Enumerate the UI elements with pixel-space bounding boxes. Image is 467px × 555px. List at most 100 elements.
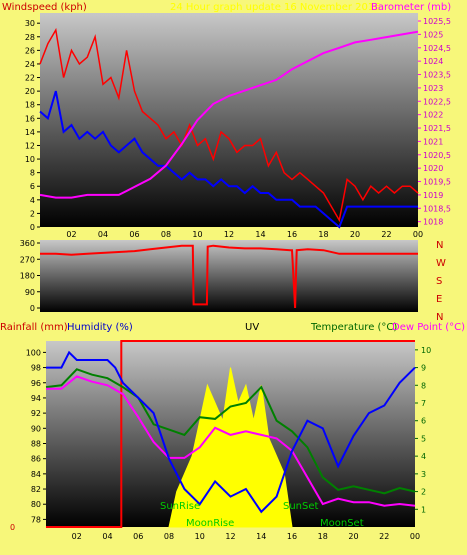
series-line-humidity [46, 350, 416, 514]
right-tick-label: 1019,5 [423, 178, 451, 187]
direction-label-n-top: N [436, 240, 443, 251]
temperature-tick-label: 5 [421, 434, 426, 443]
x-tick-label: 14 [255, 230, 265, 239]
right-tick-label: 1021,5 [423, 124, 451, 133]
humidity-axis-title: Humidity (%) [67, 322, 133, 333]
left-tick-label: 8 [30, 169, 35, 178]
temperature-tick-label: 4 [421, 452, 426, 461]
right-tick-label: 1020,5 [423, 151, 451, 160]
temperature-tick-label: 3 [421, 470, 426, 479]
x-tick-label: 04 [98, 230, 108, 239]
temperature-tick-label: 2 [421, 488, 426, 497]
humidity-tick-label: 90 [31, 424, 41, 433]
humidity-tick-label: 80 [31, 500, 41, 509]
x-tick-label: 18 [318, 532, 328, 541]
right-tick-label: 1018 [423, 218, 443, 227]
right-tick-label: 1020 [423, 164, 443, 173]
left-tick-label: 14 [25, 128, 35, 137]
dewpoint-axis-title: Dew Point (°C) [392, 322, 465, 333]
humidity-tick-label: 92 [31, 409, 41, 418]
x-tick-label: 14 [256, 532, 266, 541]
left-tick-label: 4 [30, 196, 35, 205]
moonrise-annotation: MoonRise [186, 518, 234, 529]
series-line-average [39, 90, 418, 229]
x-tick-label: 04 [102, 532, 112, 541]
right-tick-label: 1021 [423, 137, 443, 146]
right-tick-label: 1022 [423, 111, 443, 120]
temperature-tick-label: 8 [421, 381, 426, 390]
temperature-tick-label: 7 [421, 399, 426, 408]
humidity-tick-label: 98 [31, 364, 41, 373]
rainfall-axis-title: Rainfall (mm) [0, 322, 68, 333]
left-tick-label: 16 [25, 114, 35, 123]
x-tick-label: 00 [413, 230, 423, 239]
left-tick-label: 24 [25, 60, 35, 69]
humidity-tick-label: 94 [31, 394, 41, 403]
x-tick-label: 20 [348, 532, 358, 541]
series-line-barometer [39, 30, 419, 199]
temperature-tick-label: 9 [421, 364, 426, 373]
direction-label-s: S [436, 276, 442, 287]
sunrise-annotation: SunRise [160, 501, 200, 512]
x-tick-label: 22 [381, 230, 391, 239]
x-tick-label: 02 [66, 230, 76, 239]
series-line-rainfall [46, 340, 415, 528]
moonset-annotation: MoonSet [320, 518, 364, 529]
x-tick-label: 06 [133, 532, 143, 541]
right-tick-label: 1024,5 [423, 44, 451, 53]
rain-tick-label: 0 [10, 523, 15, 532]
wind-barometer-panel [40, 13, 418, 227]
right-tick-label: 1023,5 [423, 71, 451, 80]
humidity-tick-label: 78 [31, 515, 41, 524]
barometer-axis-title: Barometer (mb) [371, 2, 451, 13]
left-tick-label: 2 [30, 209, 35, 218]
humidity-tick-label: 88 [31, 439, 41, 448]
temperature-tick-label: 10 [421, 346, 431, 355]
humidity-tick-label: 100 [26, 348, 41, 357]
x-tick-label: 10 [192, 230, 202, 239]
series-area-uv [168, 367, 293, 528]
direction-tick-label: 180 [20, 272, 35, 281]
x-tick-label: 06 [129, 230, 139, 239]
left-tick-label: 6 [30, 182, 35, 191]
left-tick-label: 10 [25, 155, 35, 164]
x-tick-label: 12 [225, 532, 235, 541]
temperature-tick-label: 1 [421, 505, 426, 514]
direction-label-n-bottom: N [436, 312, 443, 323]
x-tick-label: 16 [287, 532, 297, 541]
right-tick-label: 1025,5 [423, 17, 451, 26]
right-tick-label: 1025 [423, 30, 443, 39]
humidity-tick-label: 96 [31, 379, 41, 388]
x-tick-label: 20 [350, 230, 360, 239]
series-line-gust [39, 27, 419, 223]
wind-direction-plot: 0 90 180 270 360 [20, 239, 418, 313]
chart-title: 24 Hour graph update 16 November 2016 [170, 2, 381, 13]
x-tick-label: 18 [318, 230, 328, 239]
x-tick-label: 02 [72, 532, 82, 541]
direction-tick-label: 90 [25, 288, 35, 297]
x-tick-label: 08 [164, 532, 174, 541]
direction-label-w: W [436, 258, 446, 269]
x-tick-label: 12 [224, 230, 234, 239]
humidity-tick-label: 86 [31, 455, 41, 464]
direction-label-e: E [436, 294, 442, 305]
uv-axis-title: UV [245, 322, 259, 333]
left-tick-label: 18 [25, 101, 35, 110]
wind-barometer-plot: 02468101214161820222426283010181018,5101… [25, 17, 451, 239]
humidity-tick-label: 84 [31, 470, 41, 479]
windspeed-axis-title: Windspeed (kph) [2, 2, 87, 13]
right-tick-label: 1019 [423, 191, 443, 200]
direction-tick-label: 360 [20, 239, 35, 248]
temperature-tick-label: 6 [421, 417, 426, 426]
left-tick-label: 12 [25, 141, 35, 150]
series-line-dew-point [46, 375, 416, 507]
series-line-temperature [45, 368, 416, 495]
direction-tick-label: 270 [20, 255, 35, 264]
right-tick-label: 1024 [423, 57, 443, 66]
right-tick-label: 1022,5 [423, 97, 451, 106]
x-tick-label: 16 [287, 230, 297, 239]
temperature-axis-title: Temperature (°C) [310, 322, 397, 333]
x-tick-label: 00 [410, 532, 420, 541]
